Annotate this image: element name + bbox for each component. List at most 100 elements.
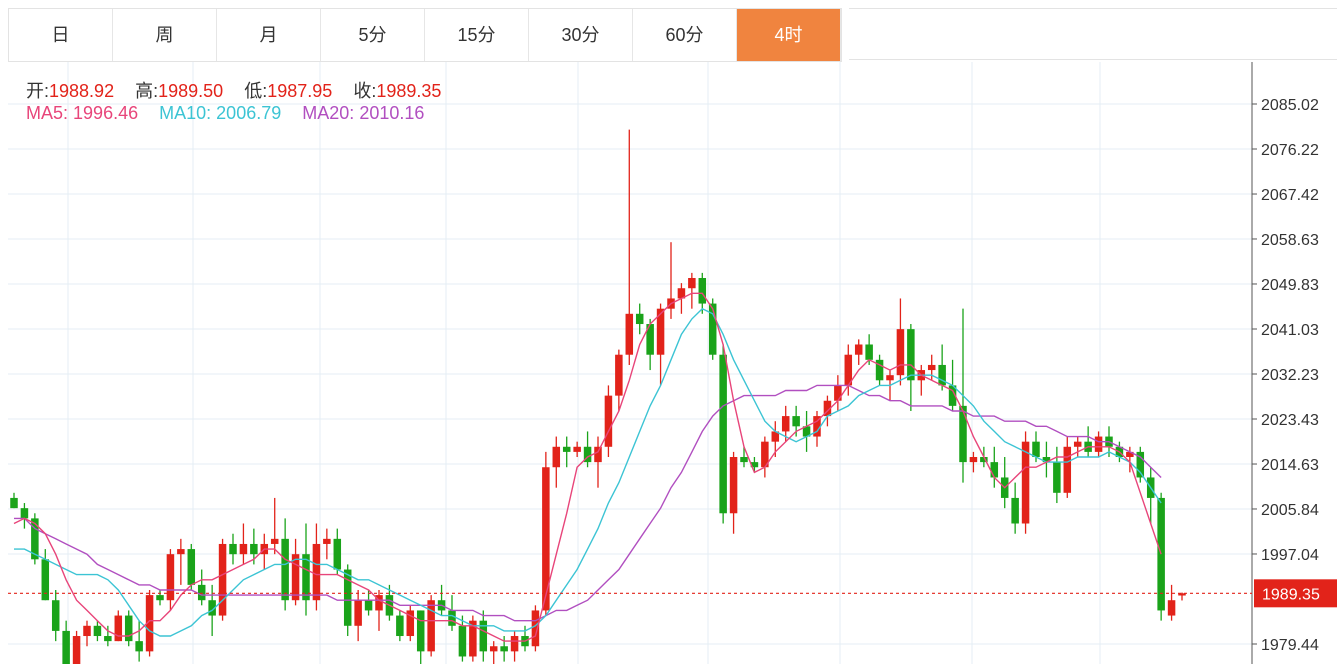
y-tick-label: 2041.03 <box>1261 322 1319 339</box>
candle-body <box>333 538 342 570</box>
ma-readout: MA5: 1996.46 MA10: 2006.79 MA20: 2010.16 <box>26 103 424 124</box>
candle-body <box>10 497 18 509</box>
candle-body <box>124 615 133 642</box>
candle-body <box>1157 497 1165 611</box>
y-tick-label: 2076.22 <box>1261 142 1319 159</box>
close-label: 收: <box>353 81 377 101</box>
tab-day[interactable]: 日 <box>9 9 113 61</box>
tab-30min[interactable]: 30分 <box>529 9 633 61</box>
candle-body <box>781 416 790 432</box>
candle-body <box>135 641 143 652</box>
candle-body <box>719 354 727 514</box>
candle-body <box>458 625 467 657</box>
ma20-line <box>14 384 1162 622</box>
ma20-label: MA20: <box>302 103 355 123</box>
close-value: 1989.35 <box>376 81 442 101</box>
candle-body <box>416 610 425 652</box>
candle-body <box>427 600 435 652</box>
candle-body <box>1042 457 1051 463</box>
candle-body <box>583 446 592 463</box>
candle-body <box>510 636 519 652</box>
y-tick-label: 2014.63 <box>1261 457 1319 474</box>
candle-body <box>364 600 373 611</box>
candle-body <box>281 538 289 601</box>
candle-body <box>1136 451 1145 478</box>
candle-body <box>875 359 884 381</box>
candle-body <box>51 600 60 631</box>
candle-body <box>218 543 227 616</box>
ma5-value: 1996.46 <box>73 103 139 123</box>
ma5-line <box>13 292 1162 642</box>
high-value: 1989.50 <box>158 81 224 101</box>
y-tick-label: 2023.43 <box>1261 412 1319 429</box>
candle-body <box>907 329 915 381</box>
candle-body <box>1021 441 1030 524</box>
y-tick-label: 2005.84 <box>1261 502 1319 519</box>
candle-body <box>865 344 873 360</box>
candle-body <box>406 610 415 637</box>
candle-body <box>834 385 842 401</box>
candle-body <box>93 625 102 637</box>
tab-60min[interactable]: 60分 <box>633 9 737 61</box>
candle-body <box>1063 446 1072 493</box>
candle-body <box>1178 593 1186 596</box>
low-value: 1987.95 <box>267 81 333 101</box>
candle-body <box>1073 441 1082 447</box>
candle-body <box>62 630 70 664</box>
candle-body <box>343 569 352 626</box>
tab-bar-filler <box>849 8 1337 60</box>
y-tick-label: 2067.42 <box>1261 187 1319 204</box>
tab-week[interactable]: 周 <box>113 9 217 61</box>
high-label: 高: <box>135 81 159 101</box>
candle-body <box>980 457 988 463</box>
candle-body <box>750 462 759 468</box>
candle-body <box>635 313 644 325</box>
candle-body <box>1167 600 1176 616</box>
tab-4hour[interactable]: 4时 <box>737 9 841 61</box>
candle-body <box>823 400 832 417</box>
candle-body <box>396 615 404 637</box>
candle-body <box>625 313 634 355</box>
period-tabs: 日 周 月 5分 15分 30分 60分 4时 <box>8 8 842 62</box>
candle-body <box>844 354 853 386</box>
candle-body <box>479 620 488 652</box>
ma5-label: MA5: <box>26 103 69 123</box>
ma20-value: 2010.16 <box>359 103 425 123</box>
candle-body <box>792 416 800 427</box>
candle-body <box>229 543 237 555</box>
y-tick-label: 2085.02 <box>1261 97 1319 114</box>
tab-15min[interactable]: 15分 <box>425 9 529 61</box>
candle-body <box>896 329 905 376</box>
candle-body <box>469 620 477 657</box>
y-tick-label: 1979.44 <box>1261 637 1319 654</box>
candle-body <box>489 646 498 652</box>
candle-body <box>729 457 738 514</box>
candle-body <box>323 538 331 544</box>
candle-body <box>698 277 707 304</box>
candle-body <box>354 600 362 626</box>
candle-body <box>886 375 894 381</box>
candle-body <box>302 554 310 601</box>
tab-month[interactable]: 月 <box>217 9 321 61</box>
candle-body <box>771 431 780 442</box>
open-value: 1988.92 <box>49 81 115 101</box>
open-label: 开: <box>26 81 50 101</box>
candle-body <box>802 426 811 437</box>
candle-body <box>1094 436 1103 452</box>
candle-body <box>948 385 957 406</box>
candle-body <box>375 595 383 611</box>
tab-5min[interactable]: 5分 <box>321 9 425 61</box>
candle-body <box>239 543 248 555</box>
candle-body <box>969 457 978 463</box>
last-price-tag <box>1254 579 1337 608</box>
candle-body <box>83 625 91 637</box>
ma10-value: 2006.79 <box>216 103 282 123</box>
last-price-label: 1989.35 <box>1262 586 1320 603</box>
candle-body <box>156 595 164 601</box>
candle-body <box>708 303 717 355</box>
candle-body <box>166 554 175 601</box>
candle-body <box>531 610 540 647</box>
candle-body <box>500 646 508 652</box>
candle-body <box>604 395 613 447</box>
y-tick-label: 2049.83 <box>1261 277 1319 294</box>
